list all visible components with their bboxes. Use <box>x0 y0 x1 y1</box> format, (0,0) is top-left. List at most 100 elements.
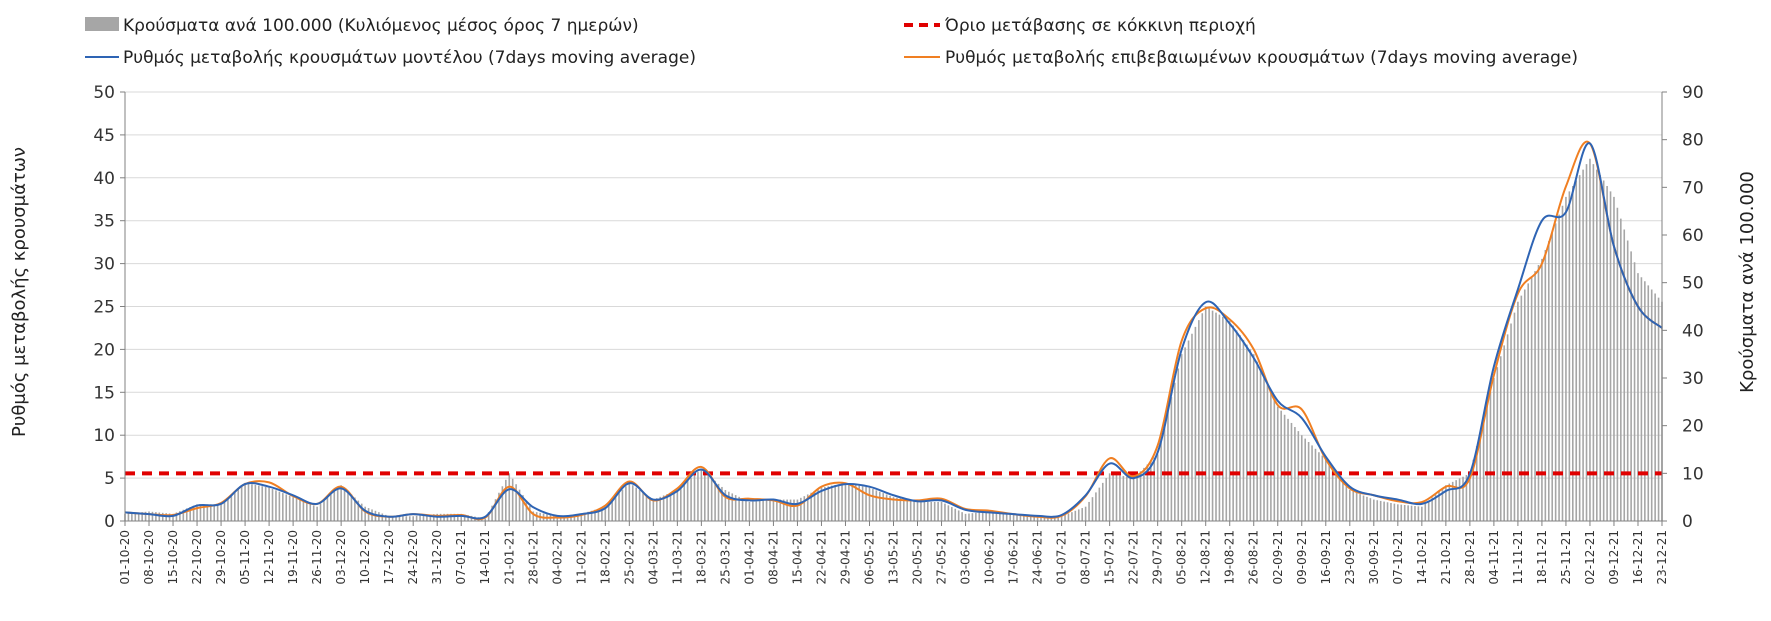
x-tick-label: 25-03-21 <box>718 530 732 584</box>
x-tick-label: 02-12-21 <box>1583 530 1597 584</box>
x-tick-label: 16-09-21 <box>1319 530 1333 584</box>
x-tick-label: 27-05-21 <box>935 530 949 584</box>
x-tick-label: 26-08-21 <box>1247 530 1261 584</box>
x-tick-label: 31-12-20 <box>430 530 444 584</box>
legend-bars-swatch <box>85 17 119 31</box>
x-tick-label: 17-12-20 <box>382 530 396 584</box>
x-tick-label: 21-01-21 <box>502 530 516 584</box>
legend: Κρούσματα ανά 100.000 (Κυλιόμενος μέσος … <box>85 16 1578 68</box>
right-tick-label: 90 <box>1682 83 1704 103</box>
left-tick-label: 15 <box>93 383 115 403</box>
legend-model-label: Ρυθμός μεταβολής κρουσμάτων μοντέλου (7d… <box>123 48 696 68</box>
left-tick-label: 50 <box>93 83 115 103</box>
right-axis-title: Κρούσματα ανά 100.000 <box>1737 171 1758 393</box>
x-tick-label: 13-05-21 <box>887 530 901 584</box>
right-tick-label: 40 <box>1682 321 1704 341</box>
x-tick-label: 01-04-21 <box>742 530 756 584</box>
x-tick-label: 19-08-21 <box>1223 530 1237 584</box>
x-tick-label: 12-08-21 <box>1199 530 1213 584</box>
left-tick-label: 40 <box>93 169 115 189</box>
x-tick-label: 10-06-21 <box>983 530 997 584</box>
x-tick-label: 09-09-21 <box>1295 530 1309 584</box>
x-tick-label: 08-07-21 <box>1079 530 1093 584</box>
right-tick-label: 80 <box>1682 131 1704 151</box>
x-tick-label: 07-10-21 <box>1391 530 1405 584</box>
left-tick-label: 35 <box>93 212 115 232</box>
x-tick-label: 05-11-20 <box>238 530 252 584</box>
x-tick-label: 14-10-21 <box>1415 530 1429 584</box>
x-tick-label: 15-04-21 <box>790 530 804 584</box>
x-tick-label: 14-01-21 <box>478 530 492 584</box>
x-tick-label: 30-09-21 <box>1367 530 1381 584</box>
x-tick-label: 25-02-21 <box>622 530 636 584</box>
x-tick-label: 16-12-21 <box>1631 530 1645 584</box>
x-tick-label: 11-03-21 <box>670 530 684 584</box>
left-tick-label: 0 <box>104 512 115 532</box>
x-tick-label: 04-11-21 <box>1487 530 1501 584</box>
x-tick-label: 10-12-20 <box>358 530 372 584</box>
x-tick-label: 11-02-21 <box>574 530 588 584</box>
x-tick-label: 24-06-21 <box>1031 530 1045 584</box>
x-tick-label: 18-02-21 <box>598 530 612 584</box>
x-axis-ticks: 01-10-20 08-10-20 15-10-20 22-10-20 29-10-20… <box>118 521 1669 584</box>
x-tick-label: 29-04-21 <box>838 530 852 584</box>
left-axis-ticks: 0 5 10 15 20 25 30 35 40 45 50 <box>93 83 125 532</box>
x-tick-label: 20-05-21 <box>911 530 925 584</box>
bar-series <box>124 158 1663 521</box>
x-tick-label: 01-07-21 <box>1055 530 1069 584</box>
x-tick-label: 22-07-21 <box>1127 530 1141 584</box>
x-tick-label: 28-10-21 <box>1463 530 1477 584</box>
x-tick-label: 03-06-21 <box>959 530 973 584</box>
x-tick-label: 04-03-21 <box>646 530 660 584</box>
model-rate-line <box>124 142 1663 520</box>
x-tick-label: 04-02-21 <box>550 530 564 584</box>
right-tick-label: 10 <box>1682 464 1704 484</box>
x-tick-label: 23-12-21 <box>1655 530 1669 584</box>
left-tick-label: 5 <box>104 469 115 489</box>
grid-lines <box>125 91 1662 522</box>
x-tick-label: 12-11-20 <box>262 530 276 584</box>
x-tick-label: 23-09-21 <box>1343 530 1357 584</box>
right-tick-label: 30 <box>1682 369 1704 389</box>
legend-bars-label: Κρούσματα ανά 100.000 (Κυλιόμενος μέσος … <box>123 16 639 36</box>
left-axis-title: Ρυθμός μεταβολής κρουσμάτων <box>9 147 30 437</box>
x-tick-label: 09-12-21 <box>1607 530 1621 584</box>
left-tick-label: 30 <box>93 255 115 275</box>
left-tick-label: 25 <box>93 298 115 318</box>
x-tick-label: 28-01-21 <box>526 530 540 584</box>
x-tick-label: 15-07-21 <box>1103 530 1117 584</box>
x-tick-label: 29-10-20 <box>214 530 228 584</box>
x-tick-label: 02-09-21 <box>1271 530 1285 584</box>
right-tick-label: 60 <box>1682 226 1704 246</box>
x-tick-label: 06-05-21 <box>862 530 876 584</box>
x-tick-label: 22-04-21 <box>814 530 828 584</box>
x-tick-label: 29-07-21 <box>1151 530 1165 584</box>
x-tick-label: 26-11-20 <box>310 530 324 584</box>
x-tick-label: 21-10-21 <box>1439 530 1453 584</box>
x-tick-label: 25-11-21 <box>1559 530 1573 584</box>
right-tick-label: 70 <box>1682 178 1704 198</box>
x-tick-label: 07-01-21 <box>454 530 468 584</box>
right-tick-label: 0 <box>1682 512 1693 532</box>
x-tick-label: 18-11-21 <box>1535 530 1549 584</box>
confirmed-rate-line <box>124 140 1663 521</box>
legend-threshold-label: Όριο μετάβασης σε κόκκινη περιοχή <box>944 16 1256 36</box>
legend-confirmed-label: Ρυθμός μεταβολής επιβεβαιωμένων κρουσμάτ… <box>945 48 1578 68</box>
x-tick-label: 22-10-20 <box>190 530 204 584</box>
right-tick-label: 50 <box>1682 274 1704 294</box>
x-tick-label: 08-04-21 <box>766 530 780 584</box>
x-tick-label: 01-10-20 <box>118 530 132 584</box>
right-tick-label: 20 <box>1682 417 1704 437</box>
left-tick-label: 10 <box>93 426 115 446</box>
left-tick-label: 20 <box>93 340 115 360</box>
x-tick-label: 08-10-20 <box>142 530 156 584</box>
x-tick-label: 17-06-21 <box>1007 530 1021 584</box>
right-axis-ticks: 0 10 20 30 40 50 60 70 80 90 <box>1662 83 1704 532</box>
line-series <box>124 140 1663 521</box>
x-tick-label: 11-11-21 <box>1511 530 1525 584</box>
x-tick-label: 15-10-20 <box>166 530 180 584</box>
x-tick-label: 19-11-20 <box>286 530 300 584</box>
x-tick-label: 18-03-21 <box>694 530 708 584</box>
